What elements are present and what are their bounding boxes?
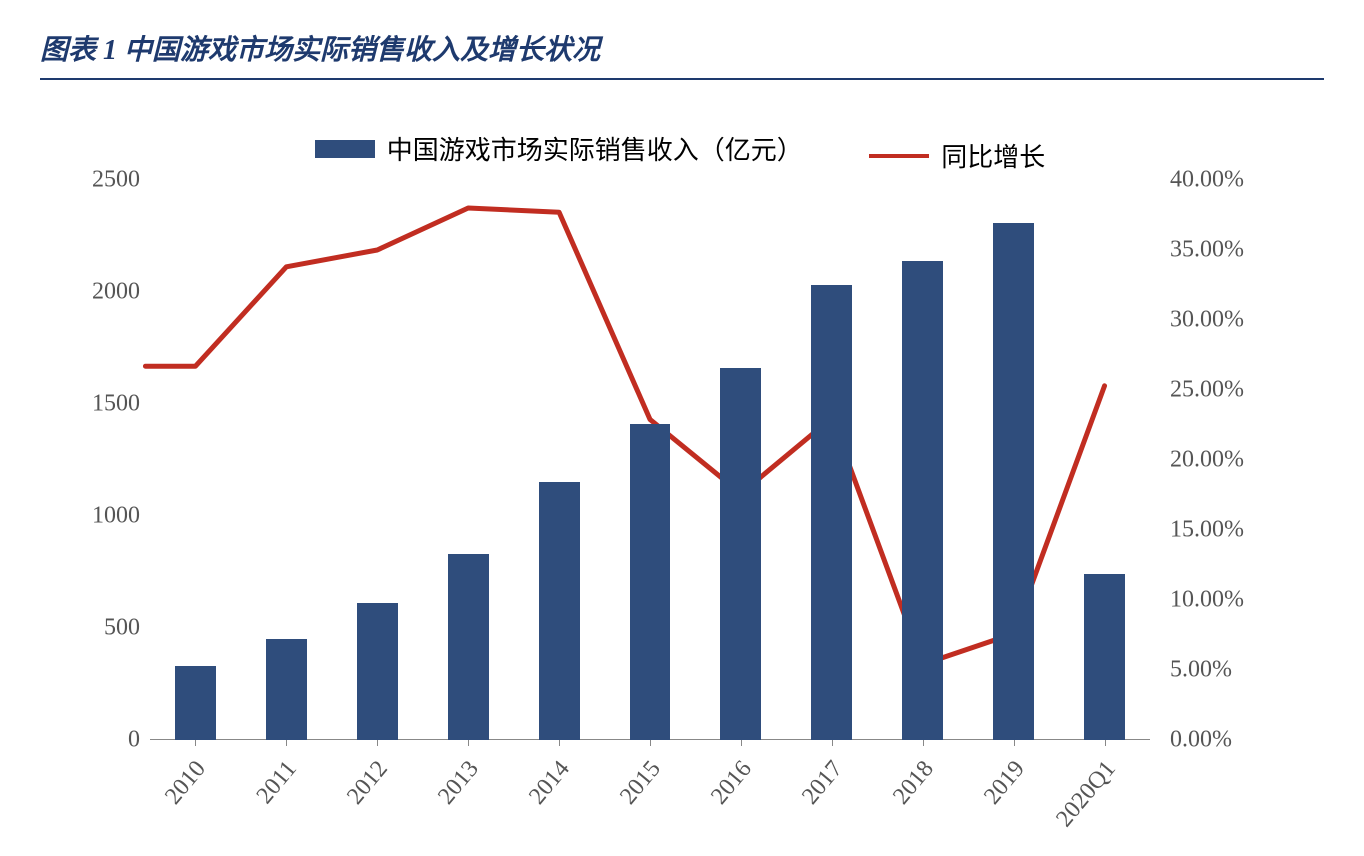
legend-label-line: 同比增长: [941, 137, 1045, 174]
chart-title: 图表 1 中国游戏市场实际销售收入及增长状况: [40, 35, 600, 66]
chart-area: 中国游戏市场实际销售收入（亿元） 同比增长 050010001500200025…: [40, 100, 1320, 840]
x-tick: [377, 740, 378, 746]
x-tick: [832, 740, 833, 746]
y-right-tick-label: 20.00%: [1150, 447, 1244, 474]
bar: [1084, 574, 1125, 740]
x-tick: [559, 740, 560, 746]
y-right-tick-label: 10.00%: [1150, 587, 1244, 614]
bar: [630, 424, 671, 740]
x-tick-label: 2015: [615, 756, 667, 810]
y-right-tick-label: 15.00%: [1150, 517, 1244, 544]
x-tick-label: 2014: [524, 756, 576, 810]
x-tick-label: 2020Q1: [1051, 756, 1121, 833]
bar: [720, 368, 761, 740]
x-tick-label: 2019: [979, 756, 1031, 810]
legend-swatch-bar: [315, 140, 375, 158]
growth-line: [145, 208, 1104, 664]
x-tick-label: 2010: [161, 756, 213, 810]
x-tick: [741, 740, 742, 746]
legend: 中国游戏市场实际销售收入（亿元） 同比增长: [40, 130, 1320, 174]
x-tick: [195, 740, 196, 746]
y-left-tick-label: 2000: [92, 279, 150, 306]
y-left-tick-label: 0: [128, 727, 150, 754]
y-right-tick-label: 35.00%: [1150, 237, 1244, 264]
x-tick: [286, 740, 287, 746]
x-tick-label: 2017: [797, 756, 849, 810]
x-tick: [1105, 740, 1106, 746]
legend-label-bar: 中国游戏市场实际销售收入（亿元）: [387, 130, 803, 167]
plot-region: 050010001500200025000.00%5.00%10.00%15.0…: [150, 180, 1150, 740]
bar: [539, 482, 580, 740]
x-tick-label: 2011: [252, 756, 303, 809]
legend-item-bar: 中国游戏市场实际销售收入（亿元）: [315, 130, 803, 167]
x-tick-label: 2012: [342, 756, 394, 810]
y-right-tick-label: 0.00%: [1150, 727, 1232, 754]
x-tick: [468, 740, 469, 746]
y-right-tick-label: 25.00%: [1150, 377, 1244, 404]
bar: [993, 223, 1034, 740]
y-right-tick-label: 5.00%: [1150, 657, 1232, 684]
x-tick: [923, 740, 924, 746]
x-tick: [1014, 740, 1015, 746]
chart-title-bar: 图表 1 中国游戏市场实际销售收入及增长状况: [40, 20, 1324, 80]
x-tick: [650, 740, 651, 746]
x-tick-label: 2013: [433, 756, 485, 810]
y-left-tick-label: 1000: [92, 503, 150, 530]
bar: [266, 639, 307, 740]
bar: [902, 261, 943, 740]
bar: [448, 554, 489, 740]
y-right-tick-label: 40.00%: [1150, 167, 1244, 194]
x-tick-label: 2016: [706, 756, 758, 810]
bar: [357, 603, 398, 740]
legend-item-line: 同比增长: [869, 137, 1045, 174]
y-left-tick-label: 500: [104, 615, 150, 642]
y-left-tick-label: 2500: [92, 167, 150, 194]
legend-swatch-line: [869, 154, 929, 158]
x-tick-label: 2018: [888, 756, 940, 810]
bar: [175, 666, 216, 740]
bar: [811, 285, 852, 740]
y-left-tick-label: 1500: [92, 391, 150, 418]
y-right-tick-label: 30.00%: [1150, 307, 1244, 334]
